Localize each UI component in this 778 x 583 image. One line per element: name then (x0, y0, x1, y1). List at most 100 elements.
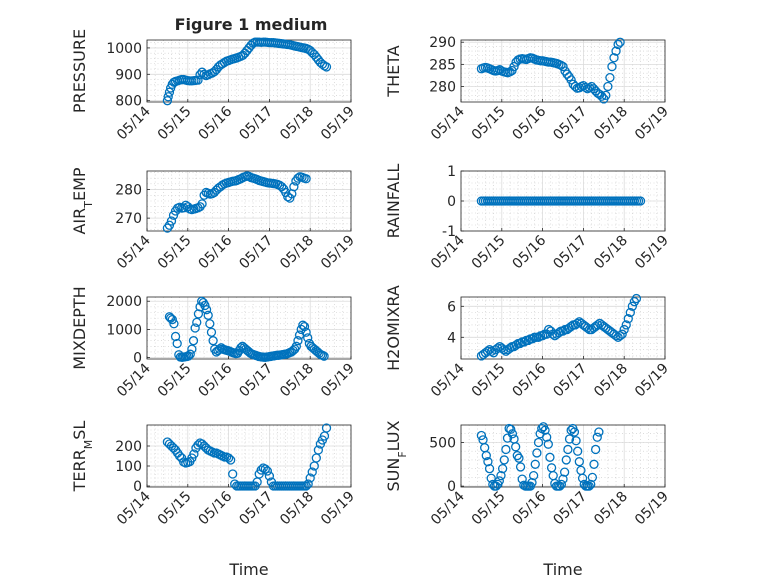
data-point (291, 341, 301, 351)
figure-title: Figure 1 medium (175, 15, 328, 34)
x-tick-label: 05/19 (632, 361, 672, 401)
data-point (499, 455, 509, 465)
data-point (515, 462, 526, 472)
x-tick-label: 05/18 (591, 361, 631, 401)
y-tick-label: 0 (447, 194, 456, 210)
data-point (244, 171, 254, 182)
data-point (621, 320, 631, 330)
data-point (605, 72, 615, 83)
data-point (589, 459, 599, 469)
x-tick-label: 05/17 (236, 104, 276, 144)
y-tick-label: 2000 (106, 294, 142, 310)
data-point (594, 427, 604, 437)
data-point (494, 476, 505, 486)
y-tick-label: 0 (447, 479, 456, 495)
x-tick-label: 05/16 (510, 103, 550, 143)
data-point (603, 81, 613, 92)
x-tick-label: 05/15 (155, 233, 195, 273)
x-tick-label: 05/16 (510, 360, 550, 400)
data-point (307, 467, 317, 477)
data-point (185, 349, 195, 359)
x-tick-label: 05/16 (510, 232, 550, 272)
data-point (627, 301, 638, 311)
data-point (584, 481, 594, 491)
y-tick-label: 900 (115, 67, 142, 83)
data-point (573, 446, 583, 456)
y-tick-label: 1000 (106, 41, 142, 57)
data-point (563, 444, 573, 455)
data-point (571, 436, 581, 446)
data-point (493, 343, 503, 353)
x-tick-label: 05/15 (469, 489, 509, 529)
data-point (527, 477, 537, 488)
data-point (561, 455, 571, 465)
data-point (289, 182, 299, 192)
y-tick-label: 270 (115, 211, 142, 227)
data-point (321, 423, 332, 433)
data-point (537, 331, 548, 341)
x-tick-label: 05/15 (469, 233, 509, 273)
x-tick-label: 05/16 (196, 232, 236, 272)
data-point (607, 61, 617, 72)
y-tick-label: 0 (133, 351, 142, 367)
data-point (163, 92, 173, 102)
x-tick-label: 05/16 (196, 103, 236, 143)
data-point (223, 453, 234, 463)
y-axis-label: TERRMSL (70, 421, 95, 493)
x-tick-label: 05/15 (155, 361, 195, 401)
data-point (321, 62, 332, 72)
data-point (293, 336, 303, 346)
y-tick-label: 0 (133, 479, 142, 495)
data-point (166, 216, 177, 226)
y-tick-label: 6 (447, 299, 456, 315)
data-point (597, 91, 607, 101)
data-point (587, 472, 598, 483)
data-point (501, 444, 511, 455)
data-point (205, 319, 215, 329)
data-point (162, 223, 173, 233)
data-point (301, 174, 311, 184)
data-point (631, 293, 642, 304)
data-point (527, 334, 538, 344)
x-tick-label: 05/18 (277, 233, 317, 273)
x-tick-label: 05/14 (428, 103, 468, 143)
x-tick-label: 05/19 (318, 361, 358, 401)
data-point (484, 464, 495, 474)
data-point (168, 210, 179, 220)
data-point (546, 463, 557, 473)
x-tick-label: 05/15 (155, 489, 195, 529)
data-point (533, 437, 544, 448)
y-axis-label: H2OMIXRA (384, 285, 403, 371)
x-tick-label: 05/16 (510, 488, 550, 528)
subplot-h2omixra: 4 6 05/14 05/15 05/16 05/17 05/18 05/19 H2OMIXRA (384, 285, 672, 400)
x-tick-label: 05/17 (236, 361, 276, 401)
data-point (299, 321, 310, 332)
x-axis-label: Time (542, 560, 582, 579)
subplot-theta: 280 285 290 05/14 05/15 05/16 05/17 05/18 05/19 T… (384, 35, 672, 143)
data-point (512, 450, 522, 461)
data-point (225, 455, 236, 465)
data-point (590, 444, 601, 455)
data-point (564, 434, 575, 444)
data-point (189, 449, 199, 459)
data-point (577, 473, 588, 483)
data-point (496, 470, 506, 481)
data-point (509, 61, 519, 72)
data-point (193, 440, 203, 450)
x-tick-label: 05/18 (591, 233, 631, 273)
data-point (193, 309, 204, 319)
y-tick-label: 500 (429, 435, 456, 451)
data-point (566, 75, 576, 85)
y-axis-label: AIRTEMP (70, 167, 95, 234)
x-tick-label: 05/19 (318, 489, 358, 529)
data-point (617, 329, 627, 339)
data-point (507, 429, 518, 439)
data-point (256, 465, 266, 475)
y-axis-label: MIXDEPTH (70, 286, 89, 369)
data-point (201, 305, 212, 315)
x-tick-label: 05/19 (632, 233, 672, 273)
x-tick-label: 05/17 (550, 489, 590, 529)
axes-box (146, 39, 352, 103)
y-tick-label: 1 (447, 164, 456, 180)
